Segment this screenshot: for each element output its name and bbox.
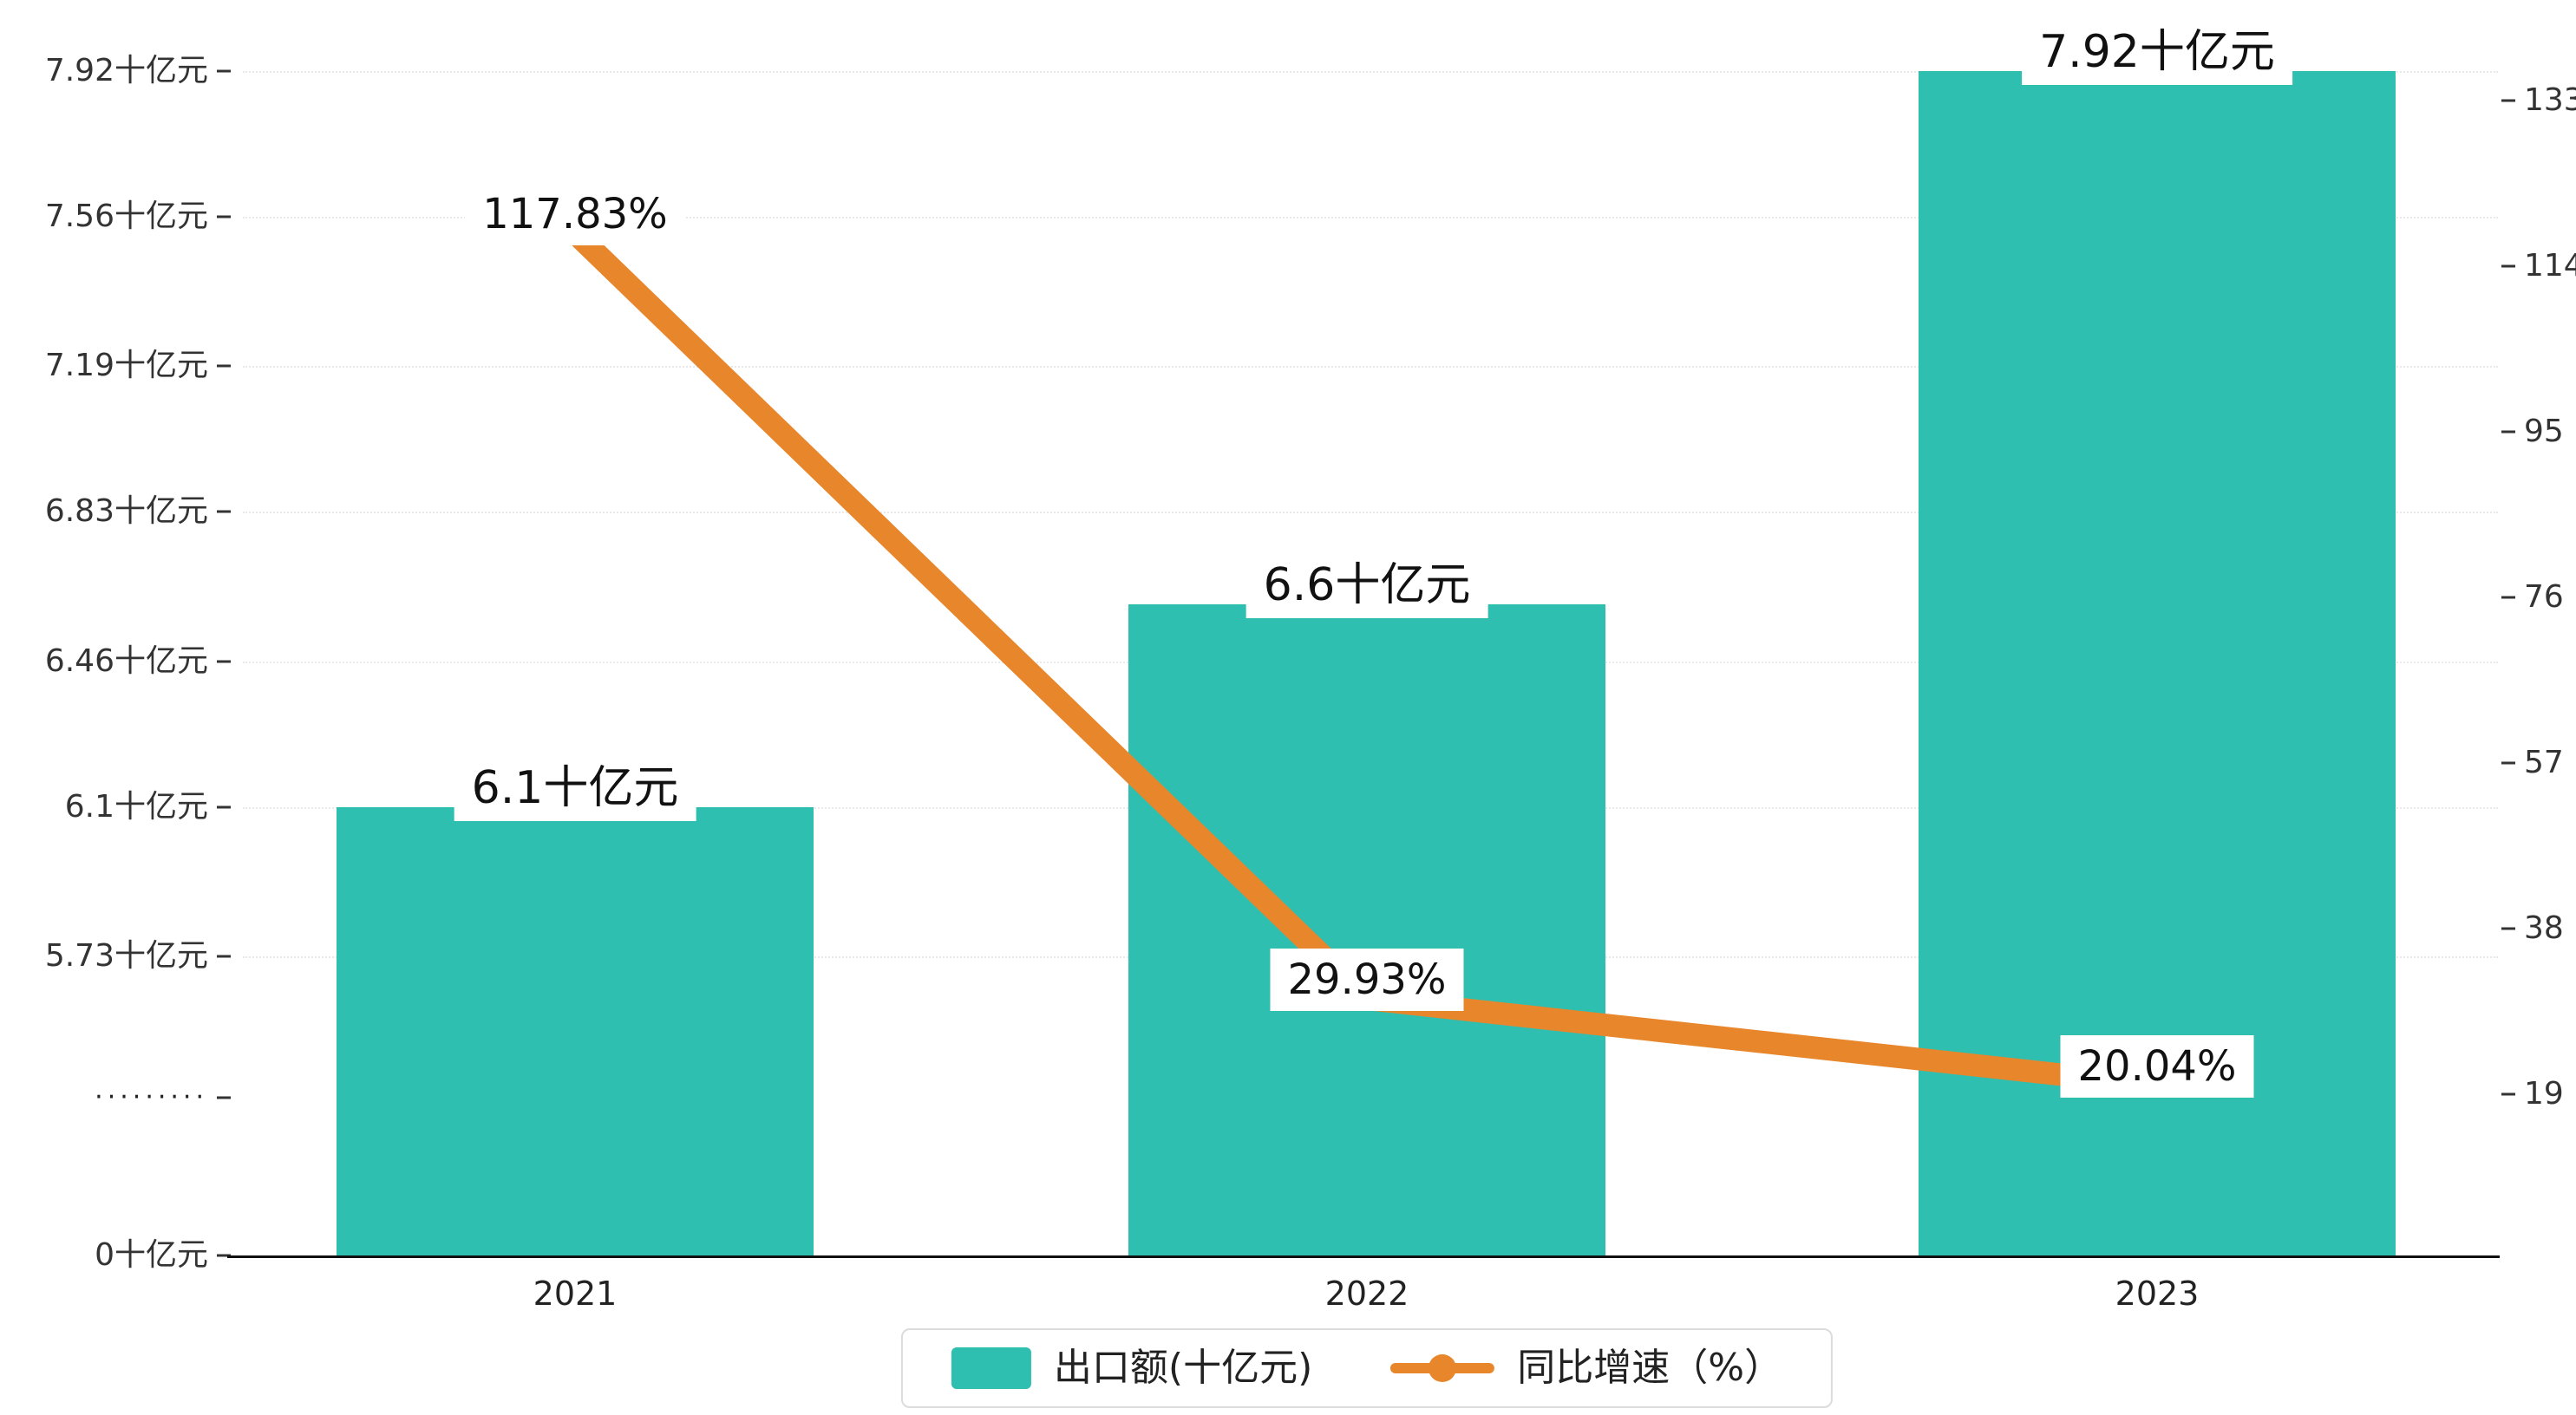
y-right-tick-mark bbox=[2501, 1092, 2515, 1096]
legend-item-line[interactable]: 同比增速（%） bbox=[1390, 1347, 1782, 1389]
x-axis-label-2023: 2023 bbox=[2115, 1275, 2200, 1313]
bar-value-label: 7.92十亿元 bbox=[2022, 19, 2292, 86]
y-right-tick-label: 114 bbox=[2524, 248, 2576, 284]
y-right-tick-label: 95 bbox=[2524, 414, 2564, 449]
y-right-tick-label: 57 bbox=[2524, 745, 2564, 780]
y-right-tick-mark bbox=[2501, 99, 2515, 102]
legend-label: 出口额(十亿元) bbox=[1053, 1346, 1313, 1390]
legend: 出口额(十亿元) 同比增速（%） bbox=[900, 1328, 1834, 1408]
legend-line-dot-icon bbox=[1390, 1347, 1495, 1389]
y-left-tick-mark bbox=[217, 660, 231, 663]
y-left-tick-label: 7.92十亿元 bbox=[44, 53, 208, 89]
legend-label: 同比增速（%） bbox=[1517, 1346, 1783, 1390]
y-left-tick-mark bbox=[217, 364, 231, 368]
y-left-tick-label: 5.73十亿元 bbox=[44, 938, 208, 974]
y-left-tick-mark bbox=[217, 805, 231, 808]
x-axis-label-2021: 2021 bbox=[533, 1275, 618, 1313]
bar-value-label: 6.6十亿元 bbox=[1246, 552, 1488, 619]
y-right-tick-mark bbox=[2501, 430, 2515, 434]
y-right-tick-label: 133 bbox=[2524, 82, 2576, 118]
y-left-tick-label: 6.46十亿元 bbox=[44, 642, 208, 679]
line-value-label: 117.83% bbox=[465, 182, 685, 245]
line-value-label: 29.93% bbox=[1270, 949, 1464, 1012]
y-left-tick-mark bbox=[217, 955, 231, 958]
bar-2022[interactable] bbox=[1128, 604, 1605, 1255]
y-left-tick-label: 6.83十亿元 bbox=[44, 493, 208, 530]
y-axis-break-marker: ········· bbox=[95, 1082, 208, 1112]
y-left-tick-mark bbox=[217, 510, 231, 513]
y-left-tick-label: 6.1十亿元 bbox=[64, 788, 208, 825]
y-right-tick-mark bbox=[2501, 264, 2515, 268]
y-left-tick-mark bbox=[217, 215, 231, 218]
x-axis-line bbox=[227, 1255, 2500, 1258]
y-right-tick-label: 76 bbox=[2524, 579, 2564, 615]
y-right-tick-label: 38 bbox=[2524, 910, 2564, 946]
y-left-tick-label: 0十亿元 bbox=[95, 1237, 208, 1273]
y-left-tick-mark bbox=[217, 69, 231, 73]
y-left-tick-label: 7.19十亿元 bbox=[44, 348, 208, 384]
legend-line-dot bbox=[1429, 1354, 1457, 1382]
y-right-tick-label: 19 bbox=[2524, 1076, 2564, 1112]
y-left-tick-mark bbox=[217, 1096, 231, 1099]
y-left-tick-label: 7.56十亿元 bbox=[44, 198, 208, 234]
legend-item-bars[interactable]: 出口额(十亿元) bbox=[951, 1347, 1312, 1389]
line-value-label: 20.04% bbox=[2060, 1034, 2254, 1098]
legend-bar-swatch-icon bbox=[951, 1347, 1031, 1389]
y-right-tick-mark bbox=[2501, 927, 2515, 930]
y-left-tick-mark bbox=[217, 1254, 231, 1257]
bar-2021[interactable] bbox=[337, 806, 814, 1255]
y-right-tick-mark bbox=[2501, 596, 2515, 599]
x-axis-label-2022: 2022 bbox=[1324, 1275, 1409, 1313]
bar-value-label: 6.1十亿元 bbox=[454, 754, 696, 821]
y-right-tick-mark bbox=[2501, 761, 2515, 765]
